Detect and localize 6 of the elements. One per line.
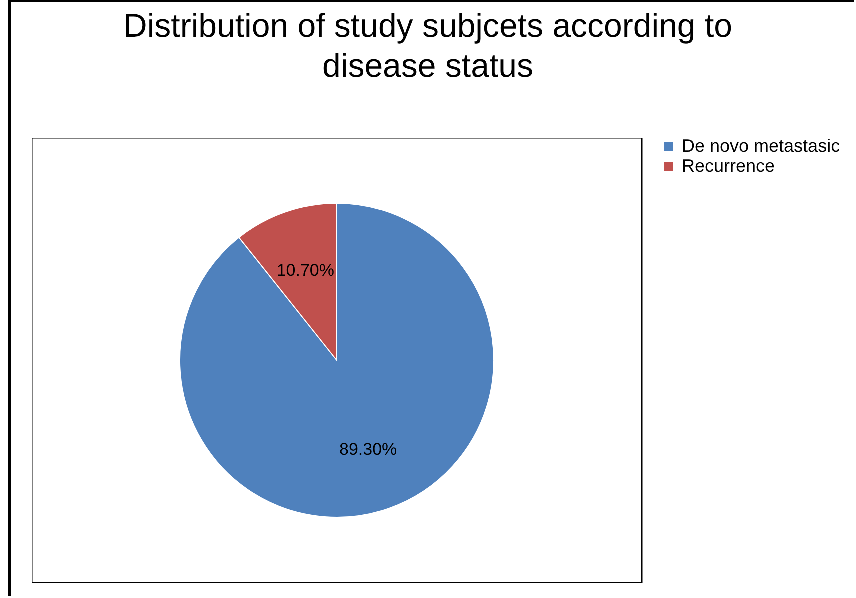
data-label: 10.70% xyxy=(276,260,334,280)
pie-slice xyxy=(180,203,494,518)
legend-label: De novo metastasic xyxy=(682,136,840,156)
chart-title: Distribution of study subjcets according to disease status xyxy=(122,6,734,86)
legend-label: Recurrence xyxy=(682,156,776,176)
data-label: 89.30% xyxy=(340,440,398,460)
